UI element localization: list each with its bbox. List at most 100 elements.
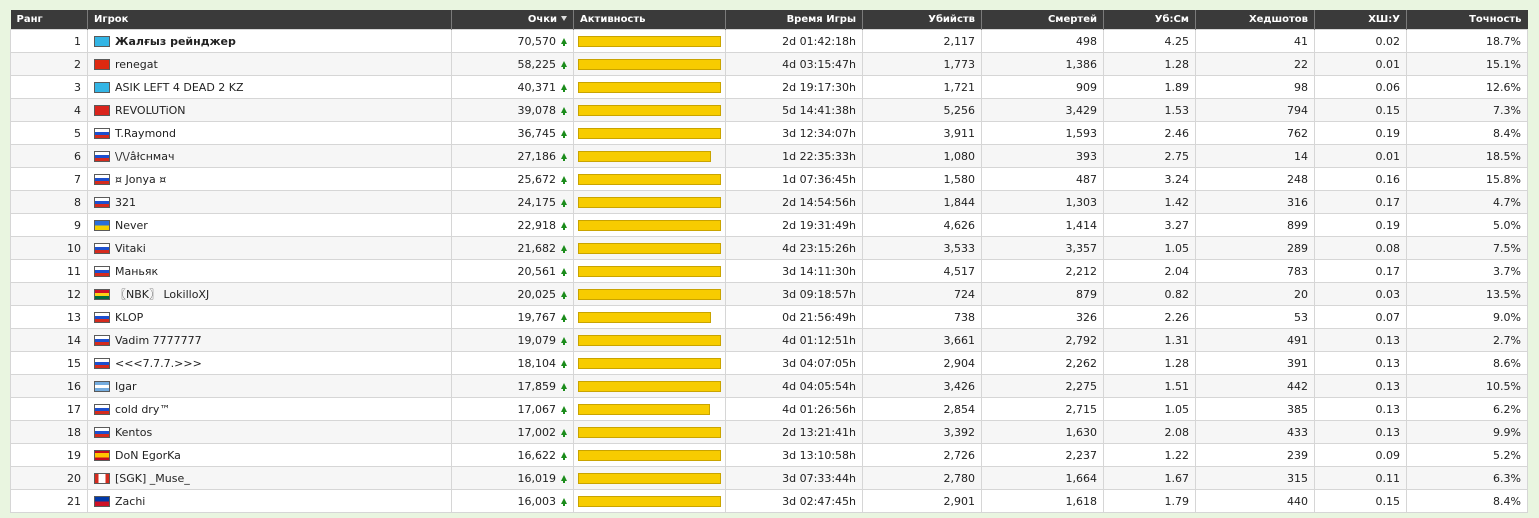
table-row: 10 Vitaki 21,682 4d 23:15:26h 3,533 3,357 1.05…: [10, 236, 1528, 260]
player-name-link[interactable]: renegat: [115, 57, 158, 71]
player-name-link[interactable]: ASIK LEFT 4 DEAD 2 KZ: [115, 80, 244, 94]
points-cell: 36,745: [451, 121, 574, 145]
kz-flag-icon: [94, 81, 110, 93]
deaths-cell: 487: [981, 167, 1104, 191]
col-kd-header[interactable]: Уб:См: [1103, 10, 1196, 30]
player-cell[interactable]: Igar: [87, 374, 452, 398]
player-name-link[interactable]: Vitaki: [115, 241, 146, 255]
kills-cell: 1,844: [862, 190, 982, 214]
accuracy-cell: 10.5%: [1406, 374, 1528, 398]
points-value: 58,225: [517, 57, 557, 71]
table-row: 9 Never 22,918 2d 19:31:49h 4,626 1,414 3.27 89…: [10, 213, 1528, 237]
player-cell[interactable]: KLOP: [87, 305, 452, 329]
time-cell: 3d 04:07:05h: [725, 351, 863, 375]
player-cell[interactable]: \/\/âłcнмaч: [87, 144, 452, 168]
player-name-link[interactable]: KLOP: [115, 310, 144, 324]
kills-cell: 2,726: [862, 443, 982, 467]
points-cell: 22,918: [451, 213, 574, 237]
player-name-link[interactable]: Жалғыз рейнджер: [115, 34, 236, 48]
kd-cell: 2.26: [1103, 305, 1196, 329]
col-time-header[interactable]: Время Игры: [725, 10, 863, 30]
player-cell[interactable]: DoN EgorKa: [87, 443, 452, 467]
activity-cell: [573, 259, 726, 283]
accuracy-cell: 3.7%: [1406, 259, 1528, 283]
table-row: 1 Жалғыз рейнджер 70,570 2d 01:42:18h 2,117 4…: [10, 29, 1528, 53]
player-name-link[interactable]: Маньяк: [115, 264, 159, 278]
player-cell[interactable]: 〖NBK〗 LokilloXJ: [87, 282, 452, 306]
player-cell[interactable]: <<<7.7.7.>>>: [87, 351, 452, 375]
table-row: 17 cold dry™ 17,067 4d 01:26:56h 2,854 2,715 1…: [10, 397, 1528, 421]
player-name-link[interactable]: cold dry™: [115, 402, 171, 416]
activity-bar: [578, 35, 721, 47]
headshots-cell: 440: [1195, 489, 1315, 513]
rank-cell: 13: [10, 305, 88, 329]
player-name-link[interactable]: \/\/âłcнмaч: [115, 149, 175, 163]
player-cell[interactable]: Zachi: [87, 489, 452, 513]
player-cell[interactable]: T.Raymond: [87, 121, 452, 145]
col-points-header[interactable]: Очки: [451, 10, 574, 30]
points-value: 17,859: [517, 379, 557, 393]
col-deaths-header[interactable]: Смертей: [981, 10, 1104, 30]
player-cell[interactable]: Vitaki: [87, 236, 452, 260]
headshots-cell: 385: [1195, 397, 1315, 421]
points-value: 17,002: [517, 425, 557, 439]
deaths-cell: 2,275: [981, 374, 1104, 398]
player-cell[interactable]: Never: [87, 213, 452, 237]
col-activity-header[interactable]: Активность: [573, 10, 726, 30]
ph-flag-icon: [94, 495, 110, 507]
accuracy-cell: 9.9%: [1406, 420, 1528, 444]
table-row: 12 〖NBK〗 LokilloXJ 20,025 3d 09:18:57h 724 87…: [10, 282, 1528, 306]
time-cell: 3d 02:47:45h: [725, 489, 863, 513]
player-name-link[interactable]: Kentos: [115, 425, 153, 439]
hsk-cell: 0.06: [1314, 75, 1407, 99]
kills-cell: 4,517: [862, 259, 982, 283]
player-name-link[interactable]: <<<7.7.7.>>>: [115, 356, 202, 370]
kd-cell: 2.46: [1103, 121, 1196, 145]
hsk-cell: 0.09: [1314, 443, 1407, 467]
player-cell[interactable]: ASIK LEFT 4 DEAD 2 KZ: [87, 75, 452, 99]
player-name-link[interactable]: REVOLUTiON: [115, 103, 186, 117]
time-cell: 1d 07:36:45h: [725, 167, 863, 191]
points-cell: 70,570: [451, 29, 574, 53]
points-cell: 17,859: [451, 374, 574, 398]
kd-cell: 1.89: [1103, 75, 1196, 99]
player-cell[interactable]: 321: [87, 190, 452, 214]
col-kills-header[interactable]: Убийств: [862, 10, 982, 30]
trend-up-icon: [561, 152, 567, 161]
vn-flag-icon: [94, 104, 110, 116]
player-cell[interactable]: [SGK] _Muse_: [87, 466, 452, 490]
player-name-link[interactable]: Never: [115, 218, 148, 232]
player-name-link[interactable]: Vadim 7777777: [115, 333, 202, 347]
player-name-link[interactable]: 〖NBK〗 LokilloXJ: [115, 288, 210, 301]
player-name-link[interactable]: [SGK] _Muse_: [115, 471, 190, 485]
player-cell[interactable]: ¤ Jonya ¤: [87, 167, 452, 191]
col-rank-header[interactable]: Ранг: [10, 10, 88, 30]
player-name-link[interactable]: 321: [115, 195, 136, 209]
player-cell[interactable]: cold dry™: [87, 397, 452, 421]
player-name-link[interactable]: T.Raymond: [115, 126, 176, 140]
player-cell[interactable]: REVOLUTiON: [87, 98, 452, 122]
player-cell[interactable]: Vadim 7777777: [87, 328, 452, 352]
player-cell[interactable]: Жалғыз рейнджер: [87, 29, 452, 53]
kills-cell: 5,256: [862, 98, 982, 122]
player-name-link[interactable]: DoN EgorKa: [115, 448, 181, 462]
time-cell: 4d 03:15:47h: [725, 52, 863, 76]
col-accuracy-header[interactable]: Точность: [1406, 10, 1528, 30]
deaths-cell: 1,593: [981, 121, 1104, 145]
player-name-link[interactable]: Zachi: [115, 494, 146, 508]
points-value: 27,186: [517, 149, 557, 163]
player-cell[interactable]: Kentos: [87, 420, 452, 444]
col-hsk-header[interactable]: ХШ:У: [1314, 10, 1407, 30]
kd-cell: 1.28: [1103, 52, 1196, 76]
rank-cell: 21: [10, 489, 88, 513]
player-cell[interactable]: renegat: [87, 52, 452, 76]
col-headshots-header[interactable]: Хедшотов: [1195, 10, 1315, 30]
kd-cell: 0.82: [1103, 282, 1196, 306]
headshots-cell: 20: [1195, 282, 1315, 306]
rank-cell: 11: [10, 259, 88, 283]
player-cell[interactable]: Маньяк: [87, 259, 452, 283]
player-name-link[interactable]: Igar: [115, 379, 137, 393]
col-player-header[interactable]: Игрок: [87, 10, 452, 30]
player-name-link[interactable]: ¤ Jonya ¤: [115, 172, 167, 186]
headshots-cell: 289: [1195, 236, 1315, 260]
